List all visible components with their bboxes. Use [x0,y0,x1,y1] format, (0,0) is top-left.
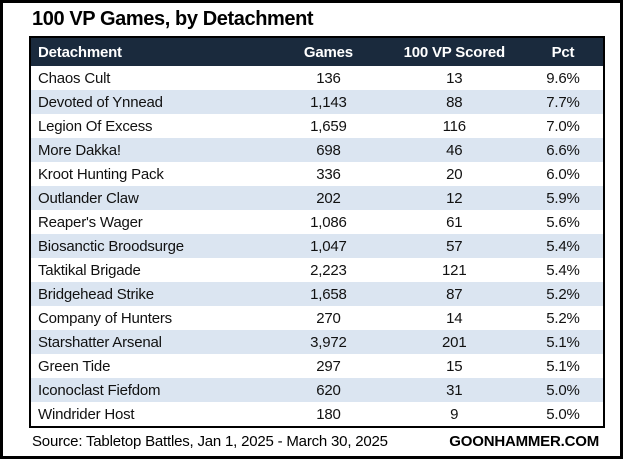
cell-pct: 5.4% [546,261,580,279]
cell-detachment: Devoted of Ynnead [38,93,163,111]
cell-100vp-scored: 12 [446,189,463,207]
table-body: Chaos Cult 136 13 9.6% Devoted of Ynnead 1,14… [31,66,603,426]
column-header-100vp-scored: 100 VP Scored [385,38,523,66]
cell-100vp-scored: 88 [446,93,463,111]
cell-100vp-scored: 20 [446,165,463,183]
cell-games: 1,047 [310,237,347,255]
detachment-table-container: Detachment Games 100 VP Scored Pct Chaos… [29,36,605,428]
cell-100vp-scored: 121 [442,261,467,279]
cell-pct: 6.0% [546,165,580,183]
cell-100vp-scored: 15 [446,357,463,375]
cell-games: 3,972 [310,333,347,351]
cell-pct: 7.7% [546,93,580,111]
cell-pct: 7.0% [546,117,580,135]
column-header-games: Games [271,38,386,66]
table-header: Detachment Games 100 VP Scored Pct [31,38,603,66]
cell-games: 698 [316,141,341,159]
cell-pct: 9.6% [546,69,580,87]
column-header-detachment: Detachment [31,38,272,66]
cell-pct: 5.1% [546,357,580,375]
cell-pct: 5.4% [546,237,580,255]
cell-detachment: Company of Hunters [38,309,172,327]
cell-detachment: More Dakka! [38,141,121,159]
table-row: Kroot Hunting Pack 336 20 6.0% [31,162,603,186]
cell-games: 1,659 [310,117,347,135]
cell-pct: 5.2% [546,309,580,327]
cell-games: 297 [316,357,341,375]
cell-detachment: Starshatter Arsenal [38,333,162,351]
goonhammer-branding: GOONHAMMER.COM [449,433,599,450]
table-row: Taktikal Brigade 2,223 121 5.4% [31,258,603,282]
cell-100vp-scored: 13 [446,69,463,87]
table-row: Chaos Cult 136 13 9.6% [31,66,603,90]
cell-pct: 5.1% [546,333,580,351]
cell-100vp-scored: 46 [446,141,463,159]
cell-pct: 5.9% [546,189,580,207]
cell-games: 136 [316,69,341,87]
cell-detachment: Biosanctic Broodsurge [38,237,184,255]
cell-100vp-scored: 201 [442,333,467,351]
cell-pct: 5.0% [546,405,580,423]
table-row: Legion Of Excess 1,659 116 7.0% [31,114,603,138]
cell-100vp-scored: 61 [446,213,463,231]
cell-detachment: Taktikal Brigade [38,261,141,279]
cell-detachment: Outlander Claw [38,189,139,207]
table-row: Outlander Claw 202 12 5.9% [31,186,603,210]
table-row: Devoted of Ynnead 1,143 88 7.7% [31,90,603,114]
cell-100vp-scored: 14 [446,309,463,327]
cell-detachment: Reaper's Wager [38,213,143,231]
cell-100vp-scored: 31 [446,381,463,399]
table-row: Biosanctic Broodsurge 1,047 57 5.4% [31,234,603,258]
table-row: Company of Hunters 270 14 5.2% [31,306,603,330]
cell-detachment: Bridgehead Strike [38,285,154,303]
cell-pct: 5.0% [546,381,580,399]
cell-detachment: Iconoclast Fiefdom [38,381,161,399]
cell-pct: 6.6% [546,141,580,159]
cell-pct: 5.6% [546,213,580,231]
table-row: More Dakka! 698 46 6.6% [31,138,603,162]
page-title: 100 VP Games, by Detachment [32,8,314,30]
footer: Source: Tabletop Battles, Jan 1, 2025 - … [32,433,599,450]
detachment-table: Detachment Games 100 VP Scored Pct Chaos… [31,38,603,426]
cell-detachment: Kroot Hunting Pack [38,165,164,183]
cell-games: 1,086 [310,213,347,231]
cell-games: 620 [316,381,341,399]
cell-detachment: Chaos Cult [38,69,111,87]
cell-games: 180 [316,405,341,423]
table-row: Starshatter Arsenal 3,972 201 5.1% [31,330,603,354]
table-row: Bridgehead Strike 1,658 87 5.2% [31,282,603,306]
table-row: Iconoclast Fiefdom 620 31 5.0% [31,378,603,402]
header-row: Detachment Games 100 VP Scored Pct [31,38,603,66]
cell-games: 1,143 [310,93,347,111]
cell-detachment: Green Tide [38,357,111,375]
table-row: Windrider Host 180 9 5.0% [31,402,603,426]
cell-100vp-scored: 116 [442,117,467,135]
table-row: Reaper's Wager 1,086 61 5.6% [31,210,603,234]
cell-100vp-scored: 57 [446,237,463,255]
column-header-pct: Pct [522,38,603,66]
table-row: Green Tide 297 15 5.1% [31,354,603,378]
cell-100vp-scored: 9 [450,405,459,423]
cell-games: 336 [316,165,341,183]
cell-detachment: Windrider Host [38,405,135,423]
cell-detachment: Legion Of Excess [38,117,153,135]
cell-games: 202 [316,189,341,207]
cell-games: 2,223 [310,261,347,279]
cell-100vp-scored: 87 [446,285,463,303]
cell-games: 1,658 [310,285,347,303]
cell-pct: 5.2% [546,285,580,303]
cell-games: 270 [316,309,341,327]
source-note: Source: Tabletop Battles, Jan 1, 2025 - … [32,433,388,450]
